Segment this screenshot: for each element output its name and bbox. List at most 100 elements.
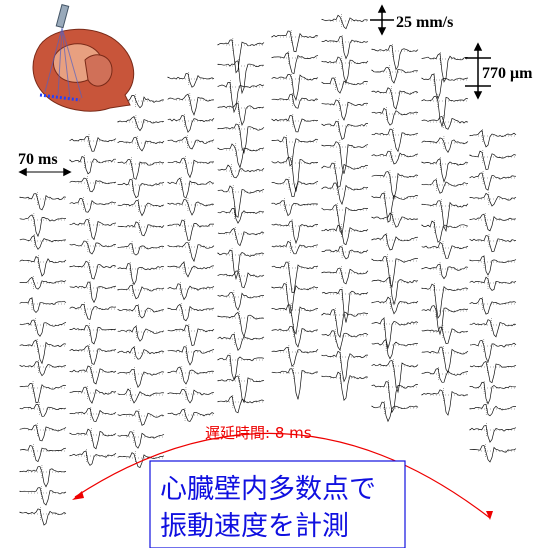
waveform [20, 194, 66, 210]
waveform [70, 429, 116, 449]
waveform [372, 234, 418, 250]
waveform [422, 201, 468, 231]
waveform [422, 369, 468, 383]
waveform [372, 88, 418, 109]
waveform [422, 159, 468, 182]
velocity-scale: 25 mm/s [396, 14, 453, 31]
waveform [470, 299, 516, 315]
waveform [470, 382, 516, 404]
waveform [470, 277, 516, 290]
waveform [168, 137, 214, 149]
waveform [218, 292, 264, 310]
waveform [272, 369, 318, 400]
waveform [118, 389, 164, 403]
figure: 25 mm/s 770 μm 70 ms 遅延時間: 8 ms 心臓壁内多数点で… [0, 0, 549, 548]
waveform [422, 347, 468, 372]
waveform [70, 304, 116, 319]
waveform [422, 242, 468, 258]
waveform [422, 54, 468, 82]
waveform [118, 244, 164, 256]
caption-line: 心臓壁内多数点で [160, 474, 376, 505]
waveform [20, 488, 66, 505]
waveform [20, 445, 66, 461]
waveform [218, 144, 264, 168]
waveform [118, 117, 164, 131]
waveform [70, 366, 116, 384]
waveform [20, 298, 66, 313]
waveform [70, 325, 116, 344]
waveform [422, 116, 468, 129]
waveform [168, 390, 214, 403]
waveform [272, 201, 318, 216]
waveform [272, 137, 318, 166]
waveform [168, 115, 214, 132]
waveform [372, 67, 418, 83]
waveform [322, 57, 368, 82]
waveform [218, 103, 264, 125]
waveform [168, 262, 214, 277]
waveform [70, 178, 116, 192]
waveform [322, 163, 368, 187]
waveform [470, 130, 516, 147]
waveform [168, 243, 214, 262]
waveform [168, 409, 214, 421]
waveform [168, 367, 214, 384]
waveform [470, 404, 516, 415]
time-scale: 70 ms [18, 151, 58, 168]
waveform [372, 151, 418, 164]
waveform [470, 425, 516, 442]
waveform [118, 222, 164, 236]
waveform [168, 220, 214, 240]
waveform [422, 74, 468, 99]
waveform [168, 347, 214, 365]
waveform [20, 384, 66, 403]
waveform [470, 361, 516, 382]
waveform [168, 200, 214, 216]
waveform [322, 290, 368, 323]
waveform [118, 411, 164, 425]
waveform [470, 214, 516, 231]
waveform [322, 37, 368, 59]
waveform [272, 221, 318, 243]
waveform [218, 396, 264, 413]
waveform [70, 219, 116, 239]
waveform [272, 31, 318, 52]
waveform [70, 282, 116, 302]
waveform [20, 467, 66, 487]
waveform [20, 404, 66, 416]
delay-label: 遅延時間: 8 ms [205, 424, 312, 442]
waveform [372, 277, 418, 304]
waveform [422, 327, 468, 344]
waveform [70, 157, 116, 174]
waveform [168, 178, 214, 198]
heart-illustration [33, 5, 134, 112]
waveform [118, 160, 164, 180]
waveform [470, 256, 516, 275]
waveform [372, 46, 418, 70]
waveform [322, 225, 368, 244]
waveform [272, 74, 318, 99]
waveform [20, 215, 66, 236]
waveform [70, 387, 116, 403]
waveform [118, 264, 164, 285]
waveform [168, 94, 214, 115]
waveform [372, 108, 418, 125]
waveform [372, 172, 418, 199]
waveform [218, 312, 264, 337]
waveform [218, 61, 264, 93]
waveform [218, 165, 264, 178]
waveform [272, 116, 318, 132]
waveform [322, 100, 368, 120]
waveform [322, 121, 368, 139]
waveform [322, 142, 368, 174]
displacement-scale: 770 μm [482, 65, 533, 82]
waveform [272, 347, 318, 366]
waveform [218, 355, 264, 380]
waveform [70, 199, 116, 213]
waveform [20, 320, 66, 336]
waveform [168, 325, 214, 346]
waveform [218, 376, 264, 402]
waveform [422, 180, 468, 194]
caption-line: 振動速度を計測 [160, 511, 349, 542]
waveform [218, 209, 264, 224]
